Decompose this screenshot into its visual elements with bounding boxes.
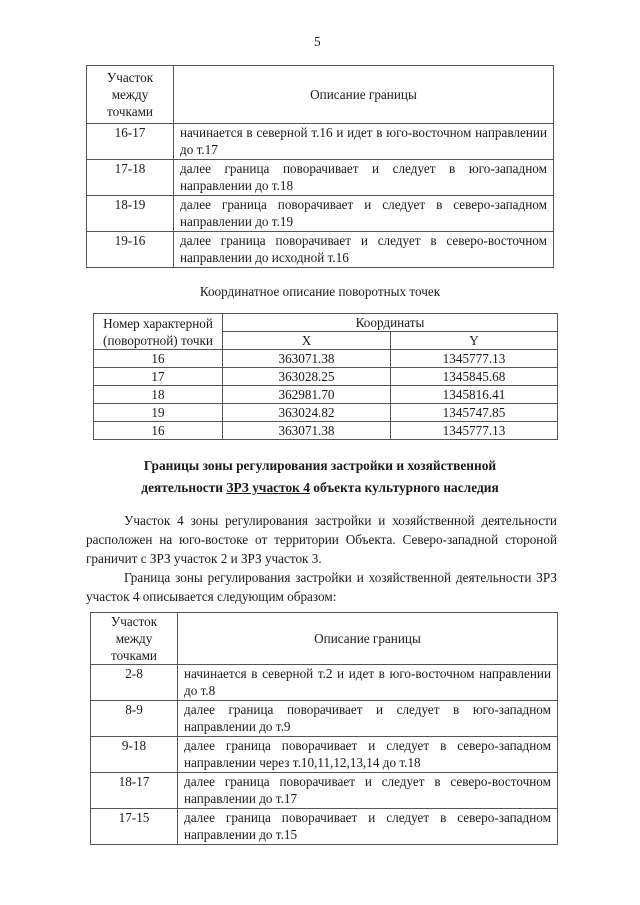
y-cell: 1345747.85: [390, 403, 558, 422]
segment-cell: 18-19: [86, 195, 174, 232]
x-cell: 363071.38: [222, 421, 391, 440]
y-cell: 1345816.41: [390, 385, 558, 404]
description-cell: далее граница поворачивает и следует в с…: [173, 195, 554, 232]
header-point: Номер характерной (поворотной) точки: [93, 313, 223, 350]
description-cell: далее граница поворачивает и следует в ю…: [173, 159, 554, 196]
header-coords: Координаты: [222, 313, 558, 332]
y-cell: 1345777.13: [390, 421, 558, 440]
table-row: 18-17 далее граница поворачивает и следуе…: [90, 772, 558, 809]
description-cell: далее граница поворачивает и следует в с…: [177, 736, 558, 773]
description-cell: далее граница поворачивает и следует в с…: [177, 808, 558, 845]
table-row: 2-8 начинается в северной т.2 и идет в юг…: [90, 664, 558, 701]
coordinates-table: Номер характерной (поворотной) точки Коо…: [93, 313, 558, 440]
table-row: 17 363028.25 1345845.68: [93, 367, 558, 386]
segment-cell: 17-18: [86, 159, 174, 196]
header-description: Описание границы: [177, 612, 558, 665]
table-header-row: Номер характерной (поворотной) точки Коо…: [93, 313, 558, 350]
paragraph-1: Участок 4 зоны регулирования застройки и…: [86, 511, 557, 569]
segment-cell: 18-17: [90, 772, 178, 809]
x-cell: 363028.25: [222, 367, 391, 386]
description-cell: начинается в северной т.2 и идет в юго-в…: [177, 664, 558, 701]
description-cell: начинается в северной т.16 и идет в юго-…: [173, 123, 554, 160]
segment-cell: 2-8: [90, 664, 178, 701]
page-number: 5: [314, 34, 321, 49]
table-row: 19 363024.82 1345747.85: [93, 403, 558, 422]
table-row: 9-18 далее граница поворачивает и следует…: [90, 736, 558, 773]
boundary-table-zrz4: Участок между точками Описание границы 2…: [90, 612, 558, 845]
table-row: 16 363071.38 1345777.13: [93, 349, 558, 368]
x-cell: 363024.82: [222, 403, 391, 422]
segment-cell: 19-16: [86, 231, 174, 268]
paragraph-2: Граница зоны регулирования застройки и х…: [86, 568, 557, 606]
header-segment: Участок между точками: [86, 65, 174, 124]
header-description: Описание границы: [173, 65, 554, 124]
description-cell: далее граница поворачивает и следует в ю…: [177, 700, 558, 737]
paragraph-text: Граница зоны регулирования застройки и х…: [86, 570, 557, 605]
paragraph-text: Участок 4 зоны регулирования застройки и…: [86, 513, 557, 567]
header-segment: Участок между точками: [90, 612, 178, 665]
table-row: 18-19 далее граница поворачивает и следуе…: [86, 195, 554, 232]
point-cell: 16: [93, 349, 223, 368]
boundary-table-16: Участок между точками Описание границы 1…: [86, 65, 554, 268]
table-header-row: X Y: [94, 331, 558, 350]
point-cell: 16: [93, 421, 223, 440]
y-cell: 1345845.68: [390, 367, 558, 386]
description-cell: далее граница поворачивает и следует в с…: [173, 231, 554, 268]
coords-title: Координатное описание поворотных точек: [199, 284, 441, 299]
heading-underlined: ЗРЗ участок 4: [226, 480, 310, 495]
header-x: X: [222, 331, 391, 350]
point-cell: 17: [93, 367, 223, 386]
heading-text: деятельности: [141, 480, 227, 495]
heading-line-1: Границы зоны регулирования застройки и х…: [143, 458, 497, 473]
x-cell: 362981.70: [222, 385, 391, 404]
table-row: 16 363071.38 1345777.13: [93, 421, 558, 440]
table-header-row: Участок между точками Описание границы: [90, 612, 558, 665]
x-cell: 363071.38: [222, 349, 391, 368]
table-row: 18 362981.70 1345816.41: [93, 385, 558, 404]
table-row: 19-16 далее граница поворачивает и следуе…: [86, 231, 554, 268]
section-heading: Границы зоны регулирования застройки и х…: [0, 455, 640, 499]
table-row: 8-9 далее граница поворачивает и следует …: [90, 700, 558, 737]
heading-line-2: деятельности ЗРЗ участок 4 объекта культ…: [0, 477, 640, 499]
description-cell: далее граница поворачивает и следует в с…: [177, 772, 558, 809]
segment-cell: 16-17: [86, 123, 174, 160]
table-header-row: Участок между точками Описание границы: [86, 65, 554, 124]
point-cell: 19: [93, 403, 223, 422]
table-row: 17-15 далее граница поворачивает и следуе…: [90, 808, 558, 845]
table-row: 16-17 начинается в северной т.16 и идет в…: [86, 123, 554, 160]
heading-text: объекта культурного наследия: [309, 480, 499, 495]
table-row: 17-18 далее граница поворачивает и следуе…: [86, 159, 554, 196]
point-cell: 18: [93, 385, 223, 404]
segment-cell: 9-18: [90, 736, 178, 773]
segment-cell: 8-9: [90, 700, 178, 737]
segment-cell: 17-15: [90, 808, 178, 845]
y-cell: 1345777.13: [390, 349, 558, 368]
header-y: Y: [390, 331, 558, 350]
